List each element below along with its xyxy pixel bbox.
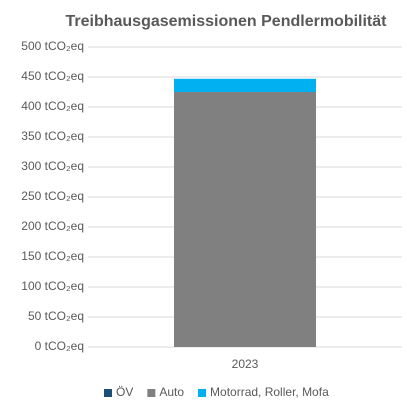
legend-swatch (147, 389, 156, 397)
x-tick-label: 2023 (232, 357, 259, 371)
chart-title: Treibhausgasemissionen Pendlermobilität (66, 13, 388, 30)
bar-segment (174, 92, 316, 347)
y-tick-label: 400 tCO₂eq (21, 99, 84, 113)
y-tick-label: 50 tCO₂eq (28, 309, 84, 323)
y-tick-label: 450 tCO₂eq (21, 69, 84, 83)
y-tick-label: 300 tCO₂eq (21, 159, 84, 173)
legend-label: ÖV (116, 385, 133, 399)
y-tick-label: 350 tCO₂eq (21, 129, 84, 143)
legend-label: Auto (159, 385, 184, 399)
y-tick-label: 150 tCO₂eq (21, 249, 84, 263)
y-tick-label: 200 tCO₂eq (21, 219, 84, 233)
y-tick-label: 500 tCO₂eq (21, 39, 84, 53)
y-tick-label: 250 tCO₂eq (21, 189, 84, 203)
y-tick-label: 0 tCO₂eq (35, 339, 84, 353)
y-tick-label: 100 tCO₂eq (21, 279, 84, 293)
legend-swatch (104, 389, 112, 397)
bar-segment (174, 78, 316, 92)
legend-label: Motorrad, Roller, Mofa (210, 385, 329, 399)
legend-swatch (198, 389, 207, 397)
